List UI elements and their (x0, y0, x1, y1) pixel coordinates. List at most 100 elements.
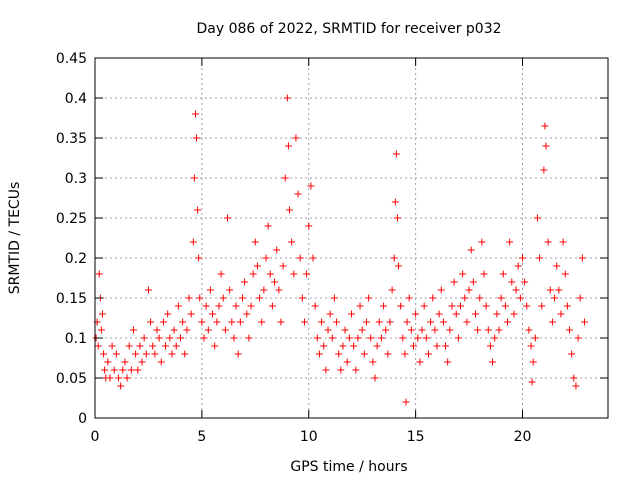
data-point (527, 342, 535, 350)
data-point (215, 302, 223, 310)
data-point (217, 270, 225, 278)
data-point (200, 334, 208, 342)
data-point (371, 374, 379, 382)
data-point (151, 350, 159, 358)
data-point (512, 286, 520, 294)
data-point (386, 318, 394, 326)
data-point (358, 326, 366, 334)
data-point (94, 342, 102, 350)
x-tick-label: 5 (197, 429, 206, 445)
data-point (164, 310, 172, 318)
data-point (420, 302, 428, 310)
data-point (127, 366, 135, 374)
data-point (292, 134, 300, 142)
y-tick-label: 0.15 (56, 291, 87, 307)
y-tick-label: 0.35 (56, 131, 87, 147)
data-point (288, 238, 296, 246)
data-point (433, 342, 441, 350)
data-point (452, 310, 460, 318)
data-point (407, 326, 415, 334)
data-point (412, 310, 420, 318)
data-point (219, 294, 227, 302)
data-point (140, 334, 148, 342)
data-point (98, 310, 106, 318)
grid-layer (95, 58, 608, 418)
data-point (459, 270, 467, 278)
data-point (516, 294, 524, 302)
data-point (391, 198, 399, 206)
data-point (283, 94, 291, 102)
data-point (195, 254, 203, 262)
data-point (356, 302, 364, 310)
data-point (224, 214, 232, 222)
data-point (348, 310, 355, 318)
data-point (279, 262, 287, 270)
data-point (482, 302, 490, 310)
y-tick-label: 0.3 (65, 171, 87, 187)
data-point (409, 342, 417, 350)
data-point (268, 302, 276, 310)
data-point (202, 302, 210, 310)
tick-labels: 0 0.05 0.1 0.15 0.2 0.25 0.3 0.35 0.4 0.45 0 5 10 15 2… (56, 51, 532, 445)
data-point (273, 246, 281, 254)
data-point (236, 318, 244, 326)
data-point (531, 334, 539, 342)
data-point (155, 334, 163, 342)
data-point (172, 342, 180, 350)
data-point (204, 326, 212, 334)
data-point (424, 350, 432, 358)
data-point (121, 358, 129, 366)
data-point (264, 222, 272, 230)
data-point (335, 350, 343, 358)
data-point (232, 302, 240, 310)
data-point (393, 214, 401, 222)
data-point (328, 334, 336, 342)
data-point (162, 342, 170, 350)
data-point (115, 374, 123, 382)
data-point (337, 366, 345, 374)
data-point (313, 334, 321, 342)
data-point (320, 342, 328, 350)
data-point (187, 310, 195, 318)
data-point (401, 350, 409, 358)
data-point (486, 342, 494, 350)
data-point (213, 318, 221, 326)
data-point (177, 334, 184, 342)
data-point (339, 342, 347, 350)
data-point (309, 254, 317, 262)
data-point (514, 262, 522, 270)
data-point (221, 326, 229, 334)
data-point (226, 286, 234, 294)
data-point (147, 318, 155, 326)
x-tick-label: 20 (514, 429, 532, 445)
data-point (343, 358, 351, 366)
data-point (142, 350, 150, 358)
data-point (275, 286, 283, 294)
data-point (491, 334, 499, 342)
data-point (125, 342, 133, 350)
data-point (544, 238, 552, 246)
data-point (399, 334, 407, 342)
data-point (495, 326, 503, 334)
data-point (519, 254, 526, 262)
data-point (129, 326, 137, 334)
data-point (375, 318, 383, 326)
data-point (561, 270, 569, 278)
data-point (508, 278, 516, 286)
data-point (553, 262, 561, 270)
data-point (529, 358, 537, 366)
data-point (341, 326, 349, 334)
data-point (369, 358, 377, 366)
data-point (144, 286, 152, 294)
tick-marks (94, 57, 608, 419)
data-point (298, 294, 306, 302)
data-point (286, 206, 294, 214)
data-point (551, 294, 559, 302)
data-point (294, 190, 302, 198)
data-point (504, 318, 512, 326)
data-point (523, 302, 531, 310)
data-point (326, 310, 334, 318)
data-point (367, 334, 375, 342)
data-point (499, 270, 507, 278)
